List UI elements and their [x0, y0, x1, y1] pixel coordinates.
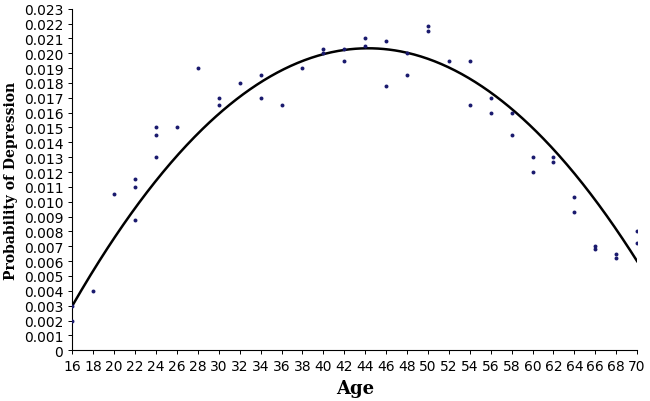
Point	[611, 251, 621, 257]
Point	[130, 177, 140, 183]
Point	[381, 83, 391, 90]
Point	[109, 192, 120, 198]
Point	[569, 194, 580, 201]
Point	[151, 154, 161, 161]
Point	[297, 66, 307, 72]
Point	[569, 209, 580, 216]
Point	[506, 132, 517, 139]
Point	[214, 103, 224, 109]
Point	[422, 28, 433, 35]
Point	[172, 125, 182, 132]
Point	[360, 36, 370, 43]
Point	[276, 103, 287, 109]
Point	[402, 51, 412, 57]
Point	[318, 51, 328, 57]
Point	[151, 125, 161, 132]
Y-axis label: Probability of Depression: Probability of Depression	[4, 81, 18, 279]
Point	[548, 159, 558, 166]
Point	[465, 103, 475, 109]
Point	[88, 288, 99, 294]
Point	[67, 303, 77, 309]
Point	[632, 241, 642, 247]
Point	[255, 95, 266, 102]
Point	[402, 73, 412, 79]
Point	[527, 154, 538, 161]
Point	[360, 43, 370, 50]
Point	[214, 95, 224, 102]
Point	[381, 39, 391, 45]
Point	[632, 229, 642, 235]
Point	[444, 58, 454, 65]
Point	[235, 81, 245, 87]
Point	[486, 95, 496, 102]
Point	[130, 217, 140, 223]
Point	[465, 58, 475, 65]
Point	[67, 318, 77, 324]
Point	[339, 47, 350, 53]
Point	[339, 58, 350, 65]
X-axis label: Age: Age	[335, 379, 374, 397]
Point	[506, 110, 517, 117]
Point	[422, 24, 433, 30]
Point	[590, 243, 601, 250]
Point	[130, 184, 140, 190]
Point	[590, 247, 601, 253]
Point	[548, 154, 558, 161]
Point	[611, 255, 621, 262]
Point	[318, 47, 328, 53]
Point	[151, 132, 161, 139]
Point	[527, 169, 538, 176]
Point	[486, 110, 496, 117]
Point	[255, 73, 266, 79]
Point	[192, 66, 203, 72]
